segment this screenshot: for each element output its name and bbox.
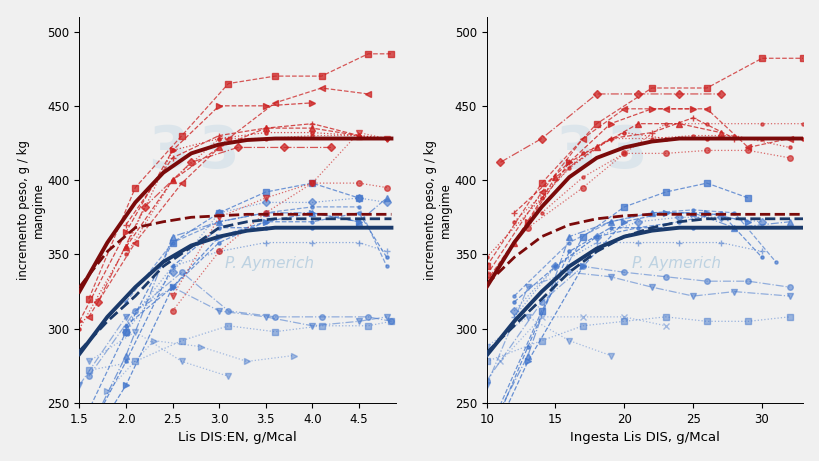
Text: P. Aymerich: P. Aymerich	[224, 256, 314, 272]
Text: P. Aymerich: P. Aymerich	[631, 256, 720, 272]
Y-axis label: incremento peso, g / kg
mangime: incremento peso, g / kg mangime	[423, 140, 451, 280]
Text: 3: 3	[554, 124, 595, 180]
Text: 3: 3	[198, 124, 239, 180]
Y-axis label: incremento peso, g / kg
mangime: incremento peso, g / kg mangime	[16, 140, 44, 280]
X-axis label: Ingesta Lis DIS, g/Mcal: Ingesta Lis DIS, g/Mcal	[569, 431, 719, 444]
Text: 3: 3	[147, 124, 188, 180]
Text: 3: 3	[605, 124, 645, 180]
X-axis label: Lis DIS:EN, g/Mcal: Lis DIS:EN, g/Mcal	[179, 431, 296, 444]
